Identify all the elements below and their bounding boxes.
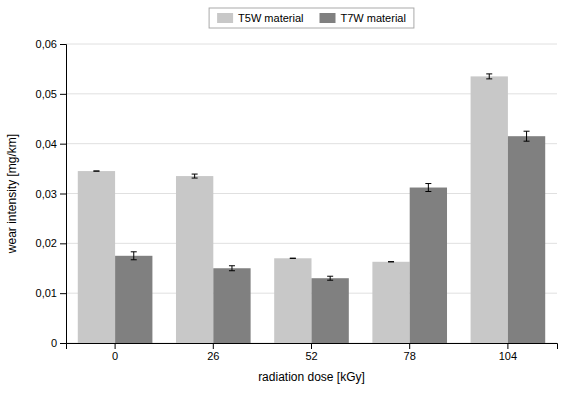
y-tick-mark (60, 144, 66, 145)
y-tick-label: 0,05 (36, 88, 57, 100)
bar (312, 278, 349, 343)
x-tick-mark (115, 343, 116, 349)
x-tick-label: 104 (499, 350, 517, 362)
error-bar (131, 252, 137, 260)
y-axis-line (60, 45, 67, 344)
error-bar (229, 266, 235, 271)
y-tick-mark (60, 243, 66, 244)
y-tick-mark (60, 94, 66, 95)
x-tick-mark (311, 343, 312, 349)
legend-swatch (320, 13, 336, 23)
y-tick: 0,03 (36, 188, 66, 200)
y-tick-mark (60, 343, 66, 344)
y-tick-mark (60, 293, 66, 294)
legend-item: T7W material (320, 12, 406, 24)
x-tick-label: 52 (305, 350, 317, 362)
y-tick-mark (60, 194, 66, 195)
x-tick-label: 0 (112, 350, 118, 362)
bar (410, 188, 447, 343)
x-tick: 104 (499, 343, 517, 362)
x-tick-mark (409, 343, 410, 349)
y-tick-label: 0,02 (36, 237, 57, 249)
error-bar (388, 261, 394, 262)
error-bar (486, 74, 492, 79)
bar (213, 268, 250, 343)
bar-series (115, 136, 545, 343)
x-tick: 0 (112, 343, 118, 362)
y-tick: 0,06 (36, 38, 66, 50)
y-tick: 0 (51, 337, 66, 349)
grid (66, 44, 557, 343)
error-bars (93, 74, 492, 262)
error-bar (290, 258, 296, 259)
x-axis-title: radiation dose [kGy] (258, 370, 365, 384)
y-tick: 0,02 (36, 237, 66, 249)
error-bar (524, 131, 530, 141)
y-tick-label: 0 (51, 337, 57, 349)
bar (274, 258, 311, 343)
bar (471, 76, 508, 343)
y-tick: 0,01 (36, 287, 66, 299)
bar (176, 176, 213, 343)
error-bars (131, 131, 530, 280)
error-bar (327, 276, 333, 280)
y-axis: 0 0,01 0,02 0,03 0,04 0,05 0,06 (36, 38, 67, 349)
error-bar (93, 171, 99, 172)
chart: 0 26 52 78 104 0 0,01 0,02 0,03 0,04 0,05 0,06 radia… (0, 0, 573, 393)
legend-label: T7W material (341, 12, 406, 24)
y-tick-label: 0,01 (36, 287, 57, 299)
bar (372, 262, 409, 343)
y-tick-label: 0,06 (36, 38, 57, 50)
bar (508, 136, 545, 343)
x-tick-mark (213, 343, 214, 349)
plot-area (78, 74, 545, 343)
error-bar (425, 184, 431, 192)
y-tick-mark (60, 44, 66, 45)
x-tick: 78 (404, 343, 416, 362)
legend-frame (209, 8, 414, 28)
y-tick-label: 0,04 (36, 138, 57, 150)
x-tick: 26 (207, 343, 219, 362)
x-tick-mark (507, 343, 508, 349)
x-tick-label: 78 (404, 350, 416, 362)
legend-items: T5W material T7W material (217, 12, 406, 24)
y-tick-label: 0,03 (36, 188, 57, 200)
y-tick: 0,05 (36, 88, 66, 100)
error-bar (192, 174, 198, 178)
grid-line (66, 44, 557, 45)
bar-series (78, 76, 508, 343)
y-axis-title: wear intensity [mg/km] (5, 134, 19, 254)
legend-swatch (217, 13, 233, 23)
legend-label: T5W material (238, 12, 303, 24)
legend: T5W material T7W material (209, 8, 414, 28)
x-tick-label: 26 (207, 350, 219, 362)
x-axis: 0 26 52 78 104 (67, 343, 558, 362)
bar (115, 256, 152, 343)
x-axis-line (67, 344, 558, 350)
y-tick: 0,04 (36, 138, 66, 150)
bar (78, 171, 115, 343)
legend-item: T5W material (217, 12, 303, 24)
x-tick: 52 (305, 343, 317, 362)
